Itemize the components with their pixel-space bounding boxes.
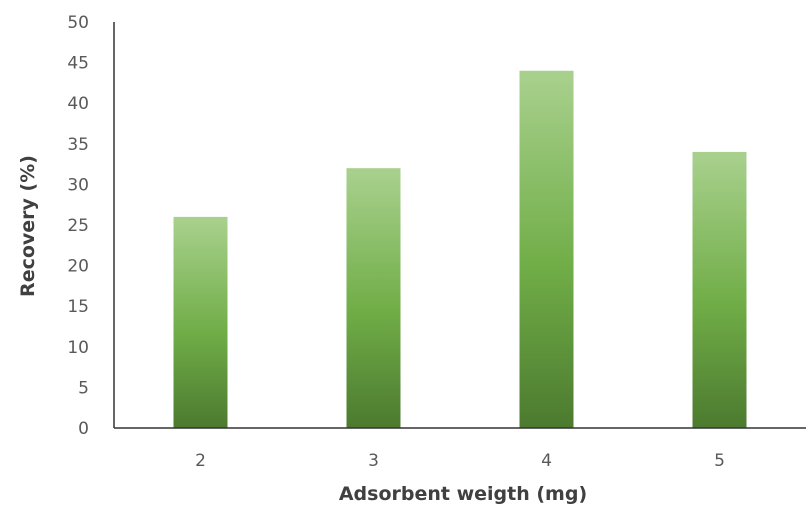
x-tick-label: 4 <box>541 451 552 471</box>
bar-2 <box>173 216 228 428</box>
y-tick-label: 10 <box>67 338 89 358</box>
y-tick-label: 15 <box>67 297 89 317</box>
x-axis-title: Adsorbent weigth (mg) <box>339 483 587 505</box>
bars-group <box>173 70 747 429</box>
y-tick-label: 5 <box>78 378 89 398</box>
y-tick-label: 45 <box>67 54 89 74</box>
y-tick-label: 20 <box>67 257 89 277</box>
y-axis-ticks: 0 5 10 15 20 25 30 35 40 45 50 <box>67 13 89 439</box>
y-tick-label: 35 <box>67 135 89 155</box>
x-tick-label: 2 <box>195 451 206 471</box>
y-axis-title: Recovery (%) <box>17 155 39 297</box>
y-tick-label: 0 <box>78 419 89 439</box>
x-tick-label: 5 <box>714 451 725 471</box>
x-axis-ticks: 2 3 4 5 <box>195 451 725 471</box>
bar-3 <box>346 168 401 428</box>
y-tick-label: 40 <box>67 94 89 114</box>
y-tick-label: 25 <box>67 216 89 236</box>
y-tick-label: 30 <box>67 175 89 195</box>
x-tick-label: 3 <box>368 451 379 471</box>
bar-5 <box>692 151 747 429</box>
bar-4 <box>519 70 574 428</box>
y-tick-label: 50 <box>67 13 89 33</box>
